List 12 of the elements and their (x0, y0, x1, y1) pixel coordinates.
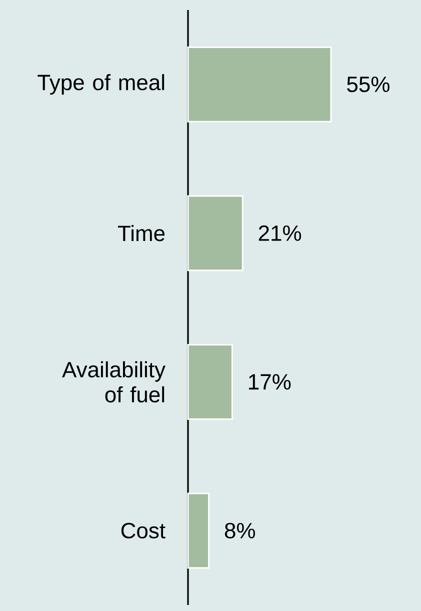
data-label: 21% (258, 225, 302, 241)
bar (187, 344, 233, 420)
bar (187, 195, 244, 272)
data-label: 17% (249, 374, 291, 390)
y-tick-label: Time (118, 225, 165, 242)
y-tick-label: Cost (121, 522, 166, 538)
y-tick-label: Type of meal (38, 74, 164, 95)
bar (187, 492, 210, 569)
data-label: 8% (224, 522, 256, 538)
data-label: 55% (347, 76, 390, 92)
bar (187, 46, 332, 122)
y-tick-label: Availability of fuel (62, 361, 166, 402)
